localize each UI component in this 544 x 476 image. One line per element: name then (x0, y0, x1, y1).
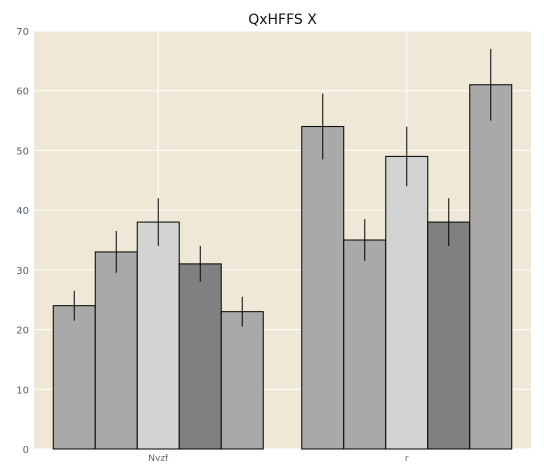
x-tick-label: r (405, 454, 409, 464)
chart-title: QxHFFS X (248, 12, 317, 28)
bar (343, 239, 387, 450)
bar (427, 221, 471, 450)
bar (136, 221, 180, 450)
bar (469, 84, 513, 450)
bar (52, 305, 96, 450)
y-tick-label: 0 (23, 445, 29, 456)
x-axis-ticks: Nvzf r (148, 454, 409, 464)
y-tick-label: 40 (16, 206, 29, 217)
y-tick-label: 20 (16, 326, 29, 337)
error-bars (73, 48, 492, 327)
bars (52, 84, 513, 450)
x-tick-label: Nvzf (148, 454, 169, 464)
bar (301, 126, 345, 450)
y-tick-label: 10 (16, 385, 29, 396)
y-tick-label: 60 (16, 87, 29, 98)
bar (178, 263, 222, 450)
y-tick-label: 70 (16, 27, 29, 38)
bar (385, 155, 429, 450)
bar (220, 311, 264, 450)
y-axis-ticks: 0 10 20 30 40 50 60 70 (16, 27, 29, 456)
y-tick-label: 30 (16, 266, 29, 277)
y-tick-label: 50 (16, 146, 29, 157)
bar (94, 251, 138, 450)
